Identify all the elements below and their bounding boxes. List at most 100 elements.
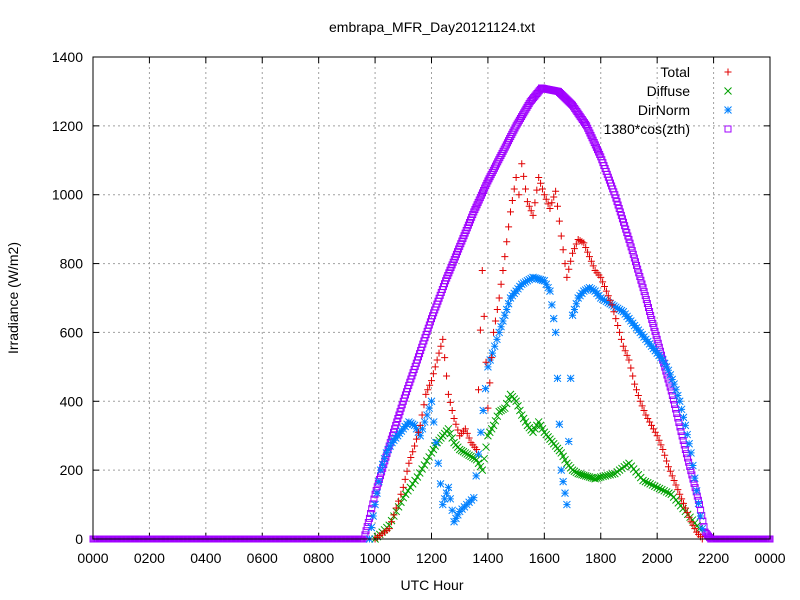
data-point	[461, 449, 470, 457]
data-point	[611, 303, 620, 312]
data-point	[411, 476, 419, 485]
data-point	[598, 295, 607, 304]
data-point	[681, 504, 689, 512]
data-point	[431, 363, 439, 371]
data-point	[636, 273, 644, 281]
data-point	[627, 364, 635, 372]
data-point	[681, 421, 690, 430]
data-point	[534, 275, 543, 283]
data-point	[632, 386, 640, 394]
data-point	[625, 235, 633, 243]
data-point	[448, 506, 457, 515]
data-point	[482, 358, 490, 366]
data-point	[655, 436, 663, 444]
data-point	[488, 349, 497, 357]
data-point	[382, 449, 391, 457]
data-point	[502, 305, 511, 314]
data-point	[678, 432, 686, 440]
data-point	[368, 505, 376, 513]
data-point	[650, 482, 659, 491]
data-point	[505, 223, 513, 231]
data-point	[679, 499, 687, 507]
data-point	[470, 208, 478, 216]
data-point	[690, 479, 698, 487]
data-point	[532, 274, 541, 283]
data-point	[473, 201, 481, 209]
x-tick-label: 1000	[360, 550, 391, 566]
data-point	[572, 240, 580, 248]
data-point	[637, 276, 645, 284]
data-point	[429, 418, 438, 426]
data-point	[564, 437, 573, 446]
data-point	[444, 424, 453, 433]
data-point	[570, 467, 579, 476]
data-point	[437, 342, 445, 350]
data-point	[446, 398, 454, 406]
data-point	[472, 203, 480, 211]
data-point	[683, 509, 691, 517]
data-point	[585, 127, 593, 135]
data-point	[666, 467, 674, 475]
data-point	[631, 258, 639, 266]
data-point	[693, 492, 701, 500]
data-point	[653, 432, 661, 440]
data-point	[512, 174, 520, 181]
data-point	[425, 404, 434, 413]
data-point	[443, 372, 451, 380]
data-point	[415, 469, 424, 477]
data-point	[480, 312, 488, 320]
data-point	[480, 186, 488, 194]
data-point	[662, 488, 671, 496]
data-point	[476, 326, 484, 334]
y-tick-label: 600	[60, 324, 84, 340]
data-point	[544, 283, 552, 292]
data-point	[658, 356, 667, 364]
data-point	[483, 179, 491, 187]
data-point	[493, 412, 502, 421]
data-point	[386, 442, 394, 450]
data-point	[635, 269, 643, 277]
data-point	[617, 335, 625, 343]
data-point	[628, 247, 636, 255]
data-point	[529, 273, 537, 282]
legend-label: DirNorm	[638, 102, 690, 118]
data-point	[388, 518, 396, 526]
data-point	[608, 301, 616, 309]
data-point	[661, 451, 669, 459]
data-point	[557, 232, 565, 240]
data-point	[595, 148, 603, 156]
data-point	[416, 421, 424, 429]
data-point	[669, 396, 677, 404]
x-tick-label: 2000	[642, 550, 673, 566]
data-point	[551, 328, 560, 337]
data-point	[604, 298, 613, 307]
data-point	[407, 454, 415, 462]
data-point	[459, 447, 468, 456]
data-point	[692, 486, 701, 495]
data-point	[678, 495, 686, 503]
y-tick-label: 1400	[52, 49, 83, 65]
data-point	[646, 418, 654, 426]
data-point	[362, 527, 370, 535]
data-point	[448, 406, 456, 414]
data-point	[518, 160, 526, 168]
data-point	[490, 328, 498, 336]
data-point	[619, 342, 627, 350]
data-point	[474, 450, 483, 458]
data-point	[687, 449, 695, 457]
data-point	[592, 143, 600, 151]
data-point	[613, 304, 622, 313]
y-tick-label: 1000	[52, 187, 83, 203]
data-point	[482, 182, 490, 190]
x-tick-label: 0000	[754, 550, 785, 566]
data-point	[506, 208, 514, 216]
data-point	[555, 217, 563, 225]
x-tick-label: 1800	[585, 550, 616, 566]
data-point	[668, 472, 676, 480]
data-point	[569, 249, 577, 257]
data-point	[403, 467, 411, 475]
data-point	[490, 342, 499, 351]
data-point	[525, 202, 533, 210]
data-point	[397, 490, 405, 498]
data-point	[658, 485, 666, 494]
